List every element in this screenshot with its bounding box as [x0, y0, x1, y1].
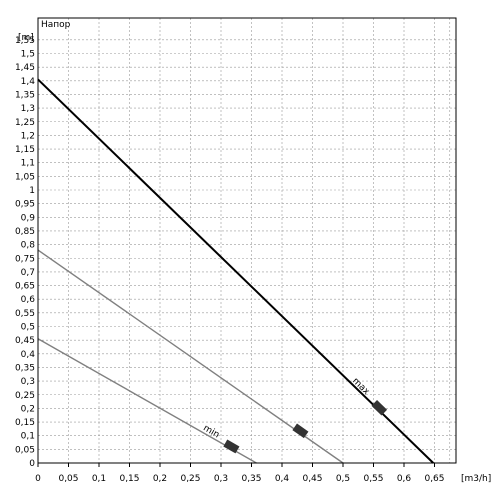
x-tick-label: 0,1	[92, 474, 106, 484]
y-tick-label: 0,9	[21, 213, 36, 223]
tick-labels: 0 0,05 0,1 0,15 0,2 0,25 0,3 0,35 0,4 0,45 0,5 0,55…	[15, 36, 445, 484]
marker-shape	[371, 400, 388, 416]
y-tick-label: 0,6	[21, 295, 36, 305]
x-tick-label: 0,35	[241, 474, 261, 484]
y-tick-label: 1,1	[21, 159, 35, 169]
chart-title: Напор	[41, 20, 71, 30]
y-tick-label: 0	[29, 459, 35, 469]
y-tick-label: 1,05	[15, 172, 35, 182]
y-tick-label: 1,35	[15, 90, 35, 100]
y-tick-label: 1,5	[21, 50, 35, 60]
x-tick-label: 0,45	[302, 474, 322, 484]
y-tick-label: 0,8	[21, 241, 36, 251]
x-tick-label: 0,5	[336, 474, 350, 484]
y-tick-label: 0,2	[21, 404, 35, 414]
x-tick-label: 0,55	[363, 474, 383, 484]
y-tick-label: 1	[29, 186, 35, 196]
y-tick-label: 0,5	[21, 323, 35, 333]
x-tick-label: 0,05	[58, 474, 78, 484]
y-tick-label: 0,75	[15, 254, 35, 264]
y-tick-label: 0,45	[15, 336, 35, 346]
y-tick-label: 0,55	[15, 309, 35, 319]
marker-mid	[292, 423, 309, 439]
y-tick-label: 0,65	[15, 282, 35, 292]
y-tick-label: 0,35	[15, 363, 35, 373]
y-tick-label: 0,7	[21, 268, 35, 278]
x-axis-label: [m3/h]	[461, 474, 491, 484]
series-line-1	[37, 78, 434, 464]
marker-shape	[223, 439, 240, 454]
y-tick-label: 0,05	[15, 445, 35, 455]
y-tick-label: 0,85	[15, 227, 35, 237]
series-line-3	[37, 338, 257, 464]
marker-shape	[292, 423, 309, 439]
x-tick-label: 0,2	[153, 474, 167, 484]
y-tick-label: 0,15	[15, 418, 35, 428]
y-tick-label: 0,25	[15, 391, 35, 401]
y-axis-label: [m]	[18, 33, 34, 43]
y-tick-label: 1,4	[21, 77, 36, 87]
y-tick-label: 1,25	[15, 118, 35, 128]
y-tick-label: 1,45	[15, 63, 35, 73]
y-tick-label: 0,95	[15, 200, 35, 210]
x-tick-label: 0,25	[180, 474, 200, 484]
marker-min	[223, 439, 240, 454]
y-tick-label: 0,4	[21, 350, 36, 360]
y-tick-label: 1,55	[15, 36, 35, 46]
x-tick-label: 0,4	[275, 474, 290, 484]
series-line-2	[37, 249, 344, 464]
x-tick-label: 0,6	[397, 474, 412, 484]
y-tick-label: 0,1	[21, 432, 35, 442]
x-tick-label: 0	[35, 474, 41, 484]
series-lines	[37, 78, 434, 464]
x-tick-label: 0,3	[214, 474, 228, 484]
x-tick-label: 0,15	[119, 474, 139, 484]
plot-frame	[37, 17, 457, 464]
y-tick-label: 0,3	[21, 377, 35, 387]
marker-max	[371, 400, 388, 416]
x-tick-label: 0,65	[424, 474, 444, 484]
y-tick-label: 1,3	[21, 104, 35, 114]
y-tick-label: 1,2	[21, 131, 35, 141]
y-tick-label: 1,15	[15, 145, 35, 155]
